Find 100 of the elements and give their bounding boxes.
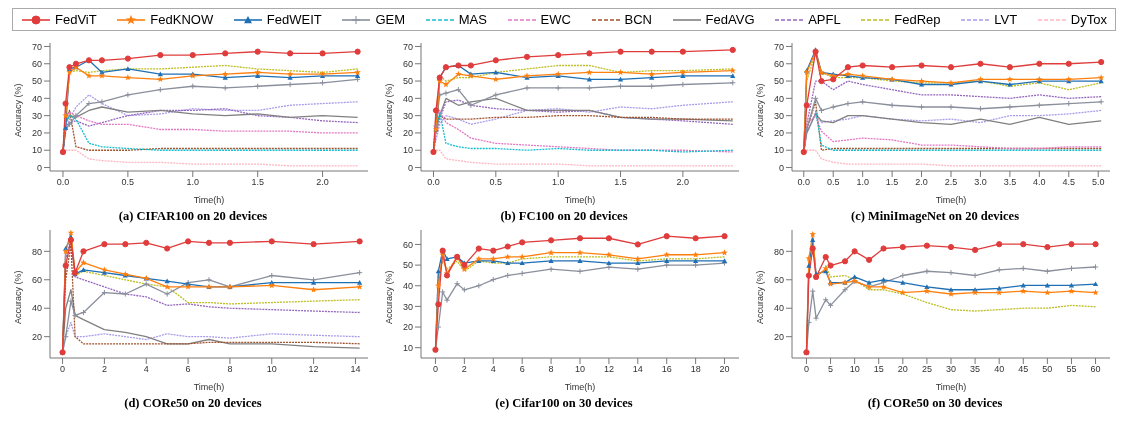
x-tick-label: 10 xyxy=(266,364,277,375)
x-tick-label: 3.0 xyxy=(974,177,987,188)
y-tick-label: 30 xyxy=(402,301,413,312)
x-tick-label: 45 xyxy=(1018,364,1029,375)
y-tick-label: 70 xyxy=(773,41,784,52)
x-tick-label: 40 xyxy=(994,364,1005,375)
x-tick-label: 50 xyxy=(1042,364,1053,375)
x-tick-label: 2 xyxy=(461,364,467,375)
x-tick-label: 0.5 xyxy=(826,177,840,188)
x-tick-label: 4.0 xyxy=(1033,177,1046,188)
x-tick-label: 20 xyxy=(719,364,730,375)
x-tick-label: 55 xyxy=(1066,364,1077,375)
y-tick-label: 20 xyxy=(773,128,784,139)
x-tick-label: 12 xyxy=(308,364,319,375)
x-axis-title: Time(h) xyxy=(564,382,596,392)
x-tick-label: 10 xyxy=(574,364,586,375)
legend-label: APFL xyxy=(808,12,841,27)
text: (f) CORe50 on 30 devices xyxy=(866,396,1004,411)
y-tick-label: 70 xyxy=(31,41,42,52)
legend-label: FedWEIT xyxy=(266,12,322,27)
text: (e) Cifar100 on 30 devices xyxy=(494,396,634,411)
y-tick-label: 40 xyxy=(773,93,784,104)
y-tick-label: 0 xyxy=(407,162,413,173)
y-tick-label: 50 xyxy=(402,76,413,87)
legend-label: GEM xyxy=(375,12,406,27)
y-tick-label: 70 xyxy=(402,41,413,52)
y-tick-label: 60 xyxy=(773,274,784,285)
y-tick-label: 80 xyxy=(773,246,784,257)
x-tick-label: 3.5 xyxy=(1003,177,1017,188)
y-tick-label: 60 xyxy=(402,58,413,69)
y-tick-label: 20 xyxy=(402,322,413,333)
x-tick-label: 2 xyxy=(101,364,107,375)
x-axis-title: Time(h) xyxy=(935,382,967,392)
x-tick-label: 2.0 xyxy=(676,177,690,188)
x-tick-label: 25 xyxy=(921,364,932,375)
y-tick-label: 10 xyxy=(773,145,784,156)
y-tick-label: 20 xyxy=(31,331,42,342)
x-tick-label: 18 xyxy=(690,364,701,375)
text: (b) FC100 on 20 devices xyxy=(499,209,629,224)
legend-label: MAS xyxy=(458,12,487,27)
y-tick-label: 60 xyxy=(31,274,42,285)
y-axis-title: Accuracy (%) xyxy=(384,270,395,324)
y-tick-label: 40 xyxy=(402,280,413,291)
y-tick-label: 30 xyxy=(31,110,42,121)
y-axis-title: Accuracy (%) xyxy=(755,83,766,137)
x-tick-label: 0.5 xyxy=(121,177,135,188)
x-tick-label: 0 xyxy=(803,364,809,375)
x-tick-label: 4.5 xyxy=(1062,177,1076,188)
y-tick-label: 50 xyxy=(773,76,784,87)
x-tick-label: 6 xyxy=(519,364,525,375)
y-tick-label: 40 xyxy=(402,93,413,104)
y-axis-title: Accuracy (%) xyxy=(384,83,395,137)
y-tick-label: 60 xyxy=(402,239,413,250)
x-axis-title: Time(h) xyxy=(564,195,596,205)
y-tick-label: 20 xyxy=(773,331,784,342)
legend-label: FedViT xyxy=(55,12,97,27)
x-axis-title: Time(h) xyxy=(193,195,225,205)
x-tick-label: 35 xyxy=(970,364,981,375)
y-tick-label: 60 xyxy=(31,58,42,69)
legend-label: DyTox xyxy=(1070,12,1107,27)
y-axis-title: Accuracy (%) xyxy=(13,270,24,324)
x-tick-label: 5 xyxy=(828,364,834,375)
x-axis-title: Time(h) xyxy=(935,195,967,205)
x-tick-label: 15 xyxy=(873,364,884,375)
x-tick-label: 4 xyxy=(143,364,149,375)
y-tick-label: 50 xyxy=(31,76,42,87)
x-tick-label: 0 xyxy=(60,364,66,375)
y-tick-label: 30 xyxy=(402,110,413,121)
x-tick-label: 1.5 xyxy=(251,177,264,188)
y-tick-label: 30 xyxy=(773,110,784,121)
x-tick-label: 1.0 xyxy=(856,177,869,188)
x-tick-label: 0.5 xyxy=(489,177,503,188)
legend-label: EWC xyxy=(540,12,571,27)
x-tick-label: 20 xyxy=(897,364,908,375)
x-tick-label: 0 xyxy=(432,364,438,375)
text: (d) CORe50 on 20 devices xyxy=(123,396,263,411)
legend-label: BCN xyxy=(624,12,652,27)
legend-label: FedKNOW xyxy=(150,12,214,27)
x-tick-label: 5.0 xyxy=(1091,177,1105,188)
y-tick-label: 40 xyxy=(31,93,42,104)
x-tick-label: 16 xyxy=(661,364,672,375)
x-tick-label: 1.5 xyxy=(614,177,627,188)
x-tick-label: 4 xyxy=(490,364,496,375)
x-tick-label: 0.0 xyxy=(56,177,70,188)
text: (c) MiniImageNet on 20 devices xyxy=(850,209,1020,224)
y-tick-label: 80 xyxy=(31,246,42,257)
x-tick-label: 10 xyxy=(849,364,860,375)
x-tick-label: 2.5 xyxy=(944,177,958,188)
x-tick-label: 2.0 xyxy=(316,177,329,188)
y-tick-label: 60 xyxy=(773,58,784,69)
y-tick-label: 10 xyxy=(31,145,42,156)
y-tick-label: 10 xyxy=(402,342,413,353)
x-tick-label: 30 xyxy=(945,364,957,375)
y-tick-label: 0 xyxy=(778,162,784,173)
y-axis-title: Accuracy (%) xyxy=(13,83,24,137)
legend-label: FedRep xyxy=(894,12,941,27)
x-tick-label: 12 xyxy=(603,364,614,375)
y-tick-label: 50 xyxy=(402,260,413,271)
y-axis-title: Accuracy (%) xyxy=(755,270,766,324)
x-tick-label: 0.0 xyxy=(427,177,440,188)
